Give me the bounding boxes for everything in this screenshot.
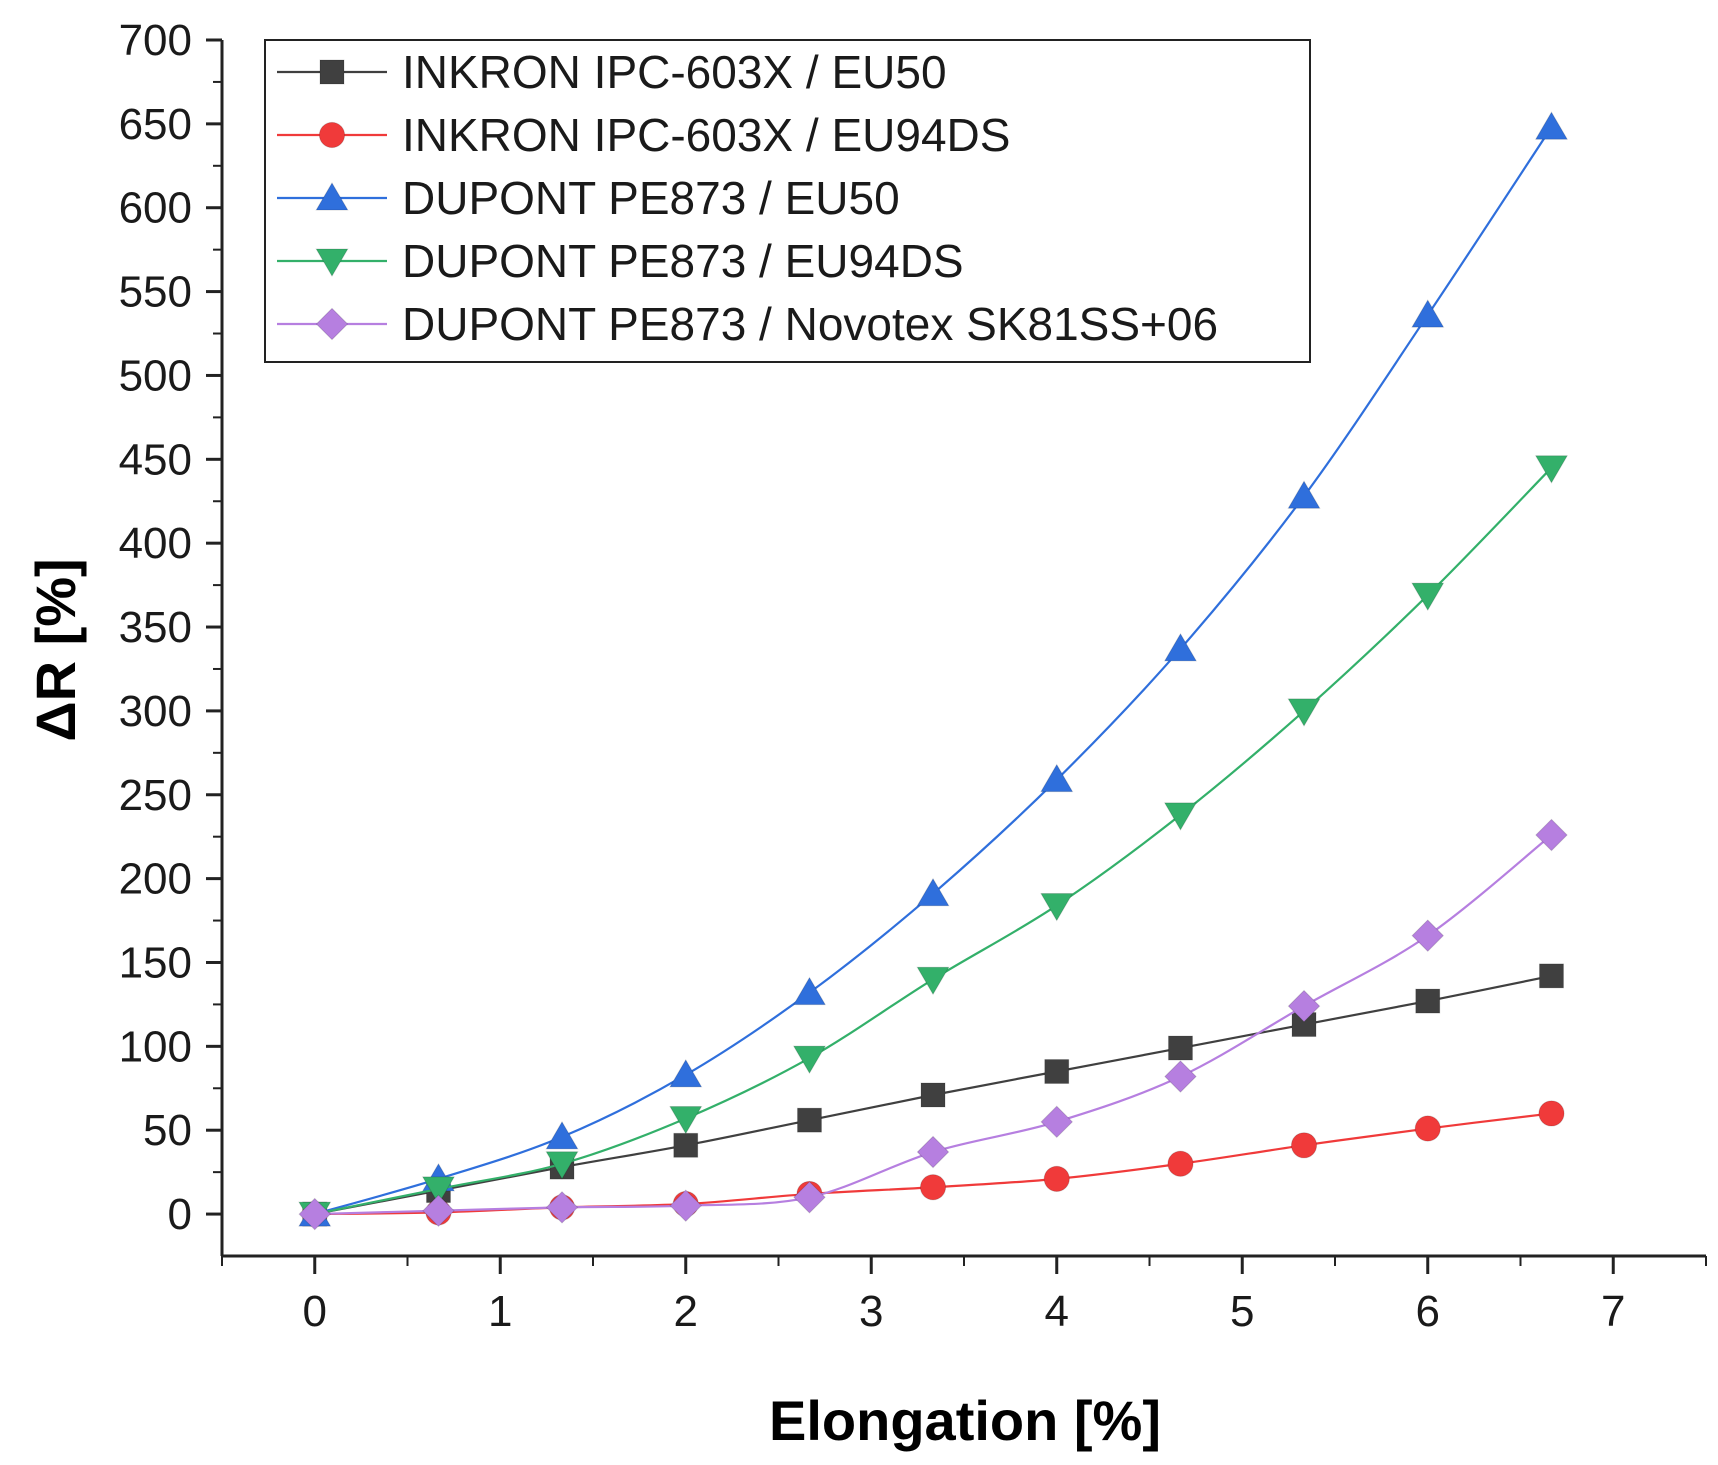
x-tick-label: 5 — [1230, 1287, 1254, 1336]
legend-label: INKRON IPC-603X / EU94DS — [402, 109, 1010, 161]
data-point — [1164, 1060, 1197, 1093]
data-point — [422, 1194, 455, 1228]
data-point — [1163, 802, 1198, 831]
data-point — [673, 1132, 699, 1158]
x-tick-label: 7 — [1601, 1287, 1625, 1336]
data-point — [796, 1107, 822, 1133]
data-point — [421, 1176, 456, 1205]
x-tick-label: 0 — [303, 1287, 327, 1336]
data-point — [1415, 988, 1441, 1014]
data-point — [1040, 763, 1074, 793]
data-point — [545, 1120, 579, 1150]
data-point — [1411, 299, 1445, 328]
y-tick-label: 450 — [119, 435, 192, 484]
x-tick-label: 2 — [674, 1287, 698, 1336]
data-point — [916, 1135, 950, 1169]
y-tick-label: 700 — [119, 16, 192, 65]
legend-marker — [318, 121, 346, 149]
y-tick-label: 100 — [119, 1022, 192, 1071]
y-tick-label: 50 — [143, 1106, 192, 1155]
legend-marker — [315, 307, 349, 341]
series-line — [314, 466, 1553, 1216]
data-point — [1287, 989, 1321, 1023]
data-point — [920, 1082, 946, 1108]
data-point — [1040, 892, 1074, 922]
data-point — [1538, 1100, 1565, 1127]
y-tick-label: 200 — [119, 855, 192, 904]
data-point — [1287, 480, 1321, 509]
data-point — [792, 1045, 827, 1075]
data-point — [1538, 963, 1564, 989]
data-point — [1534, 111, 1569, 140]
y-tick-label: 350 — [119, 603, 192, 652]
y-tick-label: 550 — [119, 268, 192, 317]
y-axis-title: ΔR [%] — [24, 558, 87, 741]
series-3 — [298, 111, 1569, 1227]
data-point — [1043, 1165, 1070, 1192]
data-point — [793, 1180, 826, 1214]
x-tick-label: 1 — [488, 1287, 512, 1336]
legend: INKRON IPC-603X / EU50 INKRON IPC-603X / … — [264, 39, 1311, 363]
data-point — [1167, 1150, 1194, 1177]
data-point — [669, 1189, 703, 1222]
x-axis-title: Elongation [%] — [769, 1389, 1161, 1452]
legend-marker — [315, 182, 349, 211]
series-line — [314, 126, 1553, 1216]
x-tick-label: 6 — [1416, 1287, 1440, 1336]
data-point — [1535, 818, 1568, 852]
data-point — [792, 976, 827, 1006]
data-point — [1287, 698, 1321, 727]
data-point — [669, 1105, 703, 1135]
data-point — [919, 1174, 947, 1201]
y-tick-label: 250 — [119, 771, 192, 820]
data-point — [1044, 1059, 1070, 1085]
data-point — [1414, 1115, 1441, 1142]
y-tick-label: 600 — [119, 184, 192, 233]
data-point — [545, 1191, 579, 1224]
data-point — [916, 877, 950, 907]
y-tick-label: 500 — [119, 351, 192, 400]
legend-label: INKRON IPC-603X / EU50 — [402, 46, 947, 98]
data-point — [1040, 1105, 1074, 1139]
x-tick-label: 4 — [1045, 1287, 1069, 1336]
y-tick-label: 300 — [119, 687, 192, 736]
y-tick-label: 0 — [168, 1190, 192, 1239]
series-layer — [298, 111, 1569, 1231]
axes-layer: 0501001502002503003504004505005506006507… — [119, 16, 1707, 1336]
legend-box — [264, 39, 1311, 363]
y-tick-label: 650 — [119, 100, 192, 149]
data-point — [916, 966, 950, 996]
series-5 — [298, 818, 1568, 1231]
data-point — [669, 1058, 703, 1088]
data-point — [1163, 632, 1198, 662]
legend-marker — [315, 248, 349, 277]
data-point — [1534, 455, 1569, 484]
data-point — [298, 1197, 332, 1231]
legend-label: DUPONT PE873 / EU94DS — [402, 235, 964, 287]
data-point — [1411, 582, 1445, 612]
data-point — [1290, 1132, 1318, 1159]
data-point — [1167, 1035, 1193, 1061]
legend-label: DUPONT PE873 / EU50 — [402, 172, 900, 224]
x-tick-label: 3 — [859, 1287, 883, 1336]
data-point — [1411, 919, 1445, 952]
series-4 — [298, 455, 1569, 1231]
y-tick-label: 150 — [119, 938, 192, 987]
y-tick-label: 400 — [119, 519, 192, 568]
legend-label: DUPONT PE873 / Novotex SK81SS+06 — [402, 298, 1218, 350]
data-point — [545, 1151, 579, 1180]
legend-marker — [319, 59, 345, 85]
